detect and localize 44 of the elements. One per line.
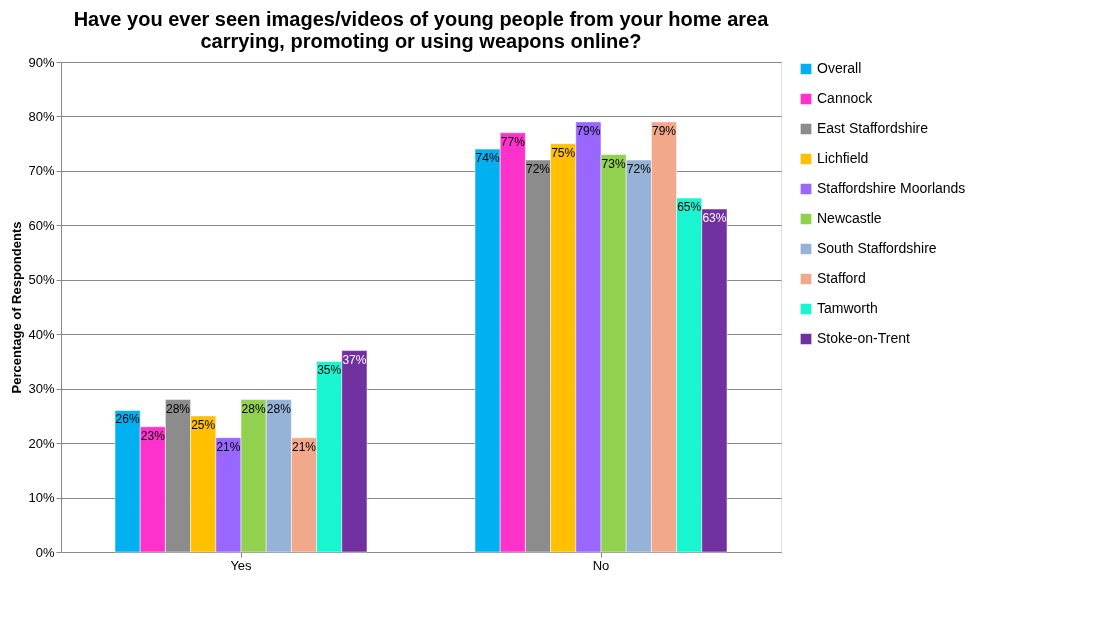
y-tick-label: 60% (28, 217, 55, 233)
y-tick-label: 0% (35, 544, 55, 560)
legend-label: Overall (817, 60, 862, 76)
data-label: 28% (266, 401, 292, 416)
data-label: 25% (191, 417, 216, 432)
y-tick-label: 10% (28, 490, 55, 506)
x-tick-label: Yes (230, 557, 253, 573)
legend-label: Lichfield (817, 150, 869, 166)
y-tick-label: 30% (28, 381, 55, 397)
data-label: 65% (677, 200, 702, 215)
data-label: 72% (525, 162, 551, 176)
y-tick-label: 90% (28, 54, 55, 70)
y-tick-label: 50% (28, 272, 55, 288)
legend-label: Stoke-on-Trent (817, 330, 910, 346)
legend-label: Newcastle (817, 210, 882, 226)
y-tick-label: 70% (28, 163, 55, 179)
data-label: 73% (601, 156, 626, 171)
data-label: 35% (317, 363, 342, 378)
data-label: 75% (551, 145, 576, 160)
data-label: 28% (165, 401, 191, 416)
legend-label: Stafford (817, 270, 866, 286)
data-label: 26% (115, 412, 140, 427)
legend-label: South Staffordshire (817, 240, 937, 256)
legend-label: East Staffordshire (817, 120, 929, 136)
y-tick-label: 80% (28, 108, 55, 124)
data-label: 23% (140, 428, 166, 443)
legend-label: Tamworth (817, 300, 878, 316)
chart-title: Have you ever seen images/videos of young people from your home area carrying, promoting or using weapons online? (73, 8, 770, 52)
data-label: 72% (626, 162, 652, 176)
legend-label: Cannock (817, 90, 874, 106)
data-label: 37% (342, 352, 367, 367)
y-tick-label: 40% (28, 326, 55, 342)
data-label: 74% (475, 151, 500, 166)
legend-label: Staffordshire Moorlands (817, 180, 966, 196)
data-label: 77% (500, 134, 526, 149)
data-label: 28% (241, 401, 266, 416)
data-label: 79% (576, 123, 601, 138)
data-label: 63% (702, 211, 727, 225)
y-tick-label: 20% (28, 435, 55, 451)
y-axis-title: Percentage of Respondents (9, 221, 25, 394)
x-tick-label: No (592, 557, 610, 573)
data-label: 79% (651, 123, 677, 138)
data-label: 21% (216, 439, 241, 454)
data-label: 21% (291, 439, 317, 454)
